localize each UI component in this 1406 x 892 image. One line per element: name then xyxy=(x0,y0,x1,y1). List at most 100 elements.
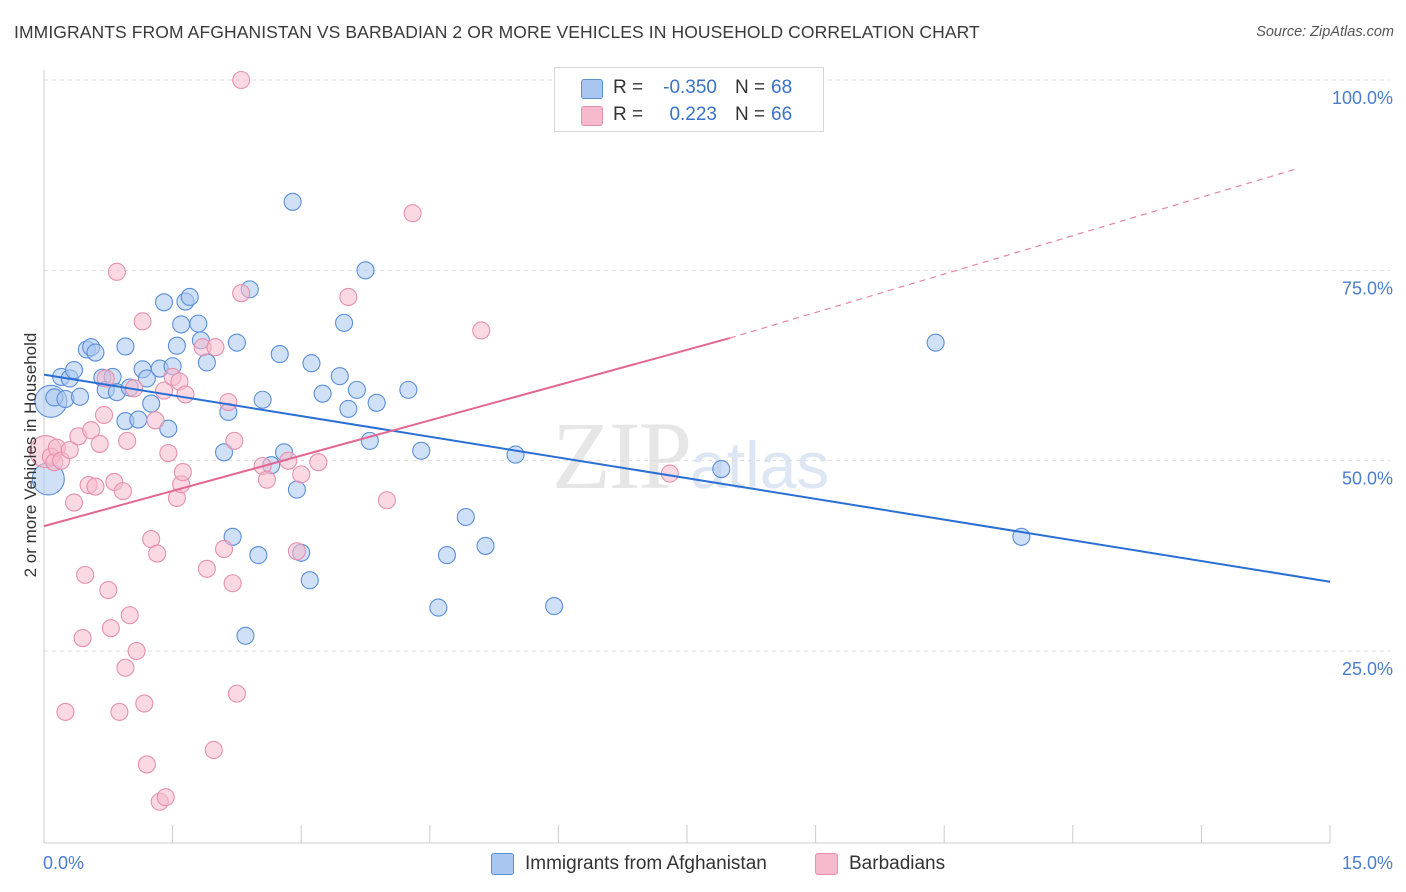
afghanistan-point xyxy=(339,399,358,418)
afghanistan-point xyxy=(313,384,332,403)
afghanistan-point xyxy=(356,261,375,280)
afghanistan-point xyxy=(283,192,302,211)
barbadians-point xyxy=(90,434,109,453)
afghanistan-point xyxy=(70,387,90,406)
barbadians-point xyxy=(309,453,328,472)
legend-n-value: 68 xyxy=(771,77,793,98)
barbadians-point xyxy=(101,619,120,638)
barbadians-point xyxy=(60,440,79,460)
afghanistan-point xyxy=(476,536,495,555)
barbadians-point xyxy=(156,788,175,807)
watermark: ZIPatlas xyxy=(552,400,829,511)
afghanistan-point xyxy=(137,369,156,388)
afghanistan-point xyxy=(347,380,366,399)
afghanistan-point xyxy=(236,626,255,645)
afghanistan-point xyxy=(172,315,191,334)
afghanistan-point xyxy=(367,393,386,412)
barbadians-point xyxy=(148,544,167,563)
axes xyxy=(43,70,1331,844)
chart-title: IMMIGRANTS FROM AFGHANISTAN VS BARBADIAN… xyxy=(14,22,980,42)
barbadians-point xyxy=(206,338,225,357)
barbadians-point xyxy=(403,204,422,223)
y-tick-label: 100.0% xyxy=(1332,88,1393,108)
afghanistan-point xyxy=(335,313,354,332)
afghanistan-point xyxy=(159,419,178,438)
barbadians-point xyxy=(223,574,242,593)
barbadians-point xyxy=(214,539,234,559)
afghanistan-point xyxy=(167,336,186,355)
y-tick-label: 75.0% xyxy=(1342,278,1393,298)
barbadians-point xyxy=(173,463,192,482)
afghanistan-point xyxy=(227,333,246,352)
afghanistan-point xyxy=(249,546,268,565)
afghanistan-point xyxy=(330,367,349,386)
legend-r-value: 0.223 xyxy=(669,104,717,125)
afghanistan-point xyxy=(129,410,148,429)
correlation-legend: R = -0.350 N = 68 R = 0.223 N = 66 xyxy=(554,67,824,132)
y-axis-label: 2 or more Vehicles in Household xyxy=(21,333,40,578)
afghanistan-point xyxy=(180,287,199,307)
afghanistan-point xyxy=(270,345,289,364)
barbadians-point xyxy=(339,287,358,307)
y-tick-label: 50.0% xyxy=(1342,469,1393,489)
legend-r-label: R = xyxy=(613,104,644,125)
barbadians-point xyxy=(257,470,276,489)
x-tick-label: 15.0% xyxy=(1342,853,1393,873)
bottom-legend-swatch-barbadians xyxy=(815,853,838,875)
barbadians-point xyxy=(96,369,115,388)
x-tick-label: 0.0% xyxy=(43,853,84,873)
barbadians-point xyxy=(472,321,491,340)
barbadians-point xyxy=(76,565,95,584)
barbadians-point xyxy=(118,431,137,450)
legend-r-value: -0.350 xyxy=(663,77,717,98)
barbadians-point xyxy=(107,262,126,281)
barbadians-point xyxy=(197,559,216,578)
barbadians-point xyxy=(292,465,311,484)
grid-lines xyxy=(44,79,1390,652)
afghanistan-point xyxy=(116,337,135,356)
trend-line-barbadians xyxy=(43,337,731,528)
barbadians-point xyxy=(225,431,244,450)
afghanistan-point xyxy=(154,293,174,312)
afghanistan-point xyxy=(189,314,208,333)
trend-lines xyxy=(43,168,1331,583)
chart-source: Source: ZipAtlas.com xyxy=(1256,24,1394,40)
barbadians-point xyxy=(159,444,178,463)
watermark-zip: ZIP xyxy=(552,402,692,509)
afghanistan-point xyxy=(399,380,418,399)
barbadians-point xyxy=(176,385,195,404)
barbadians-point xyxy=(64,493,84,512)
bottom-legend-swatch-afghanistan xyxy=(491,853,514,875)
bottom-legend-label-barbadians: Barbadians xyxy=(849,853,946,874)
afghanistan-point xyxy=(142,394,161,413)
barbadians-point xyxy=(377,491,396,510)
y-tick-label: 25.0% xyxy=(1342,659,1393,679)
barbadians-point xyxy=(204,740,223,760)
afghanistan-point xyxy=(429,598,448,617)
afghanistan-point xyxy=(412,441,431,460)
barbadians-point xyxy=(127,641,146,661)
series-afghanistan-points xyxy=(31,192,1031,645)
barbadians-point xyxy=(146,411,165,430)
legend-r-label: R = xyxy=(613,77,644,98)
afghanistan-point xyxy=(545,597,564,616)
barbadians-point xyxy=(287,542,306,561)
legend-n-value: 66 xyxy=(771,104,793,125)
barbadians-point xyxy=(110,702,129,721)
barbadians-point xyxy=(133,312,152,331)
barbadians-point xyxy=(232,70,251,90)
barbadians-point xyxy=(113,482,132,501)
legend-n-label: N = xyxy=(735,77,766,98)
barbadians-point xyxy=(94,405,114,425)
barbadians-point xyxy=(56,702,75,721)
trend-line-afghanistan xyxy=(43,373,1331,583)
trend-line-barbadians-extension xyxy=(729,168,1296,339)
barbadians-point xyxy=(116,658,135,677)
barbadians-point xyxy=(120,606,139,625)
legend-swatch-afghanistan xyxy=(581,79,603,99)
afghanistan-point xyxy=(302,354,321,373)
afghanistan-point xyxy=(287,480,306,499)
afghanistan-point xyxy=(926,333,945,352)
barbadians-point xyxy=(135,694,154,713)
